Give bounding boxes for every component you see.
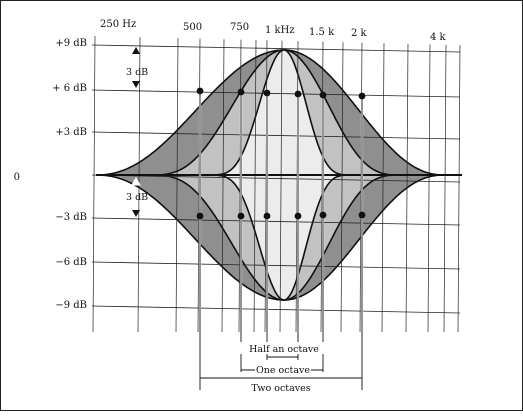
half-power-dot xyxy=(358,92,366,100)
gain-tick-zero: 0 xyxy=(14,172,20,183)
grid-hline xyxy=(91,261,461,270)
grid-hline xyxy=(91,174,461,183)
label-backdrop xyxy=(238,342,330,354)
cut-range-marker: 3 dB xyxy=(126,176,148,217)
freq-tick-1-5k: 1.5 k xyxy=(309,27,335,38)
grid-hline xyxy=(91,305,461,314)
freq-tick-500: 500 xyxy=(183,22,202,33)
cut-range-label: 3 dB xyxy=(126,192,148,203)
down-arrow-icon xyxy=(132,210,140,217)
grid-vline xyxy=(253,40,257,333)
grid-hline xyxy=(91,44,461,53)
two-octave-bracket: Two octaves xyxy=(200,377,362,394)
label-backdrop xyxy=(245,381,317,393)
freq-tick-2k: 2 k xyxy=(351,28,368,39)
up-arrow-icon xyxy=(131,176,141,186)
freq-tick-750: 750 xyxy=(230,22,249,33)
half-power-dot xyxy=(319,91,327,99)
grid-vline xyxy=(340,42,344,333)
grid-vline xyxy=(175,38,179,333)
grid-hline xyxy=(91,89,461,98)
boost-range-marker: 3 dB xyxy=(126,47,148,88)
half-power-dot xyxy=(358,211,366,219)
grid-vline xyxy=(443,44,447,333)
half-power-dot xyxy=(319,211,327,219)
bandwidth-drop-lines xyxy=(198,91,364,390)
gain-tick-plus-3: +3 dB xyxy=(55,127,87,138)
gain-tick-minus-3: −3 dB xyxy=(55,212,87,223)
two-octave-label: Two octaves xyxy=(251,383,310,394)
half-power-dot xyxy=(237,212,245,220)
gain-tick-minus-9: −9 dB xyxy=(55,300,87,311)
grid-vline xyxy=(279,40,283,333)
up-arrow-icon xyxy=(132,47,140,54)
gain-tick-plus-9: +9 dB xyxy=(55,38,87,49)
grid-vline xyxy=(92,35,96,333)
half-power-dot xyxy=(263,89,271,97)
grid-hline xyxy=(91,131,461,140)
half-power-dot xyxy=(196,87,204,95)
grid-vline xyxy=(381,43,385,333)
label-backdrop xyxy=(255,363,311,375)
grid-hline xyxy=(91,217,461,226)
half-octave-label: Half an octave xyxy=(249,344,319,355)
freq-tick-4k: 4 k xyxy=(430,32,447,43)
half-power-points xyxy=(196,87,366,220)
gain-tick-minus-6: −6 dB xyxy=(55,257,87,268)
grid-vline xyxy=(427,44,431,333)
one-octave-label: One octave xyxy=(256,365,310,376)
half-power-dot xyxy=(294,212,302,220)
half-octave-bracket: Half an octave xyxy=(238,342,330,358)
half-power-dot xyxy=(237,88,245,96)
half-power-dot xyxy=(294,90,302,98)
one-octave-bracket: One octave xyxy=(241,363,323,376)
grid-vline xyxy=(405,43,409,333)
grid-vline xyxy=(457,45,461,333)
gain-tick-plus-6: + 6 dB xyxy=(52,83,87,94)
grid-vline xyxy=(221,39,225,333)
freq-tick-250hz: 250 Hz xyxy=(100,19,136,30)
boost-range-label: 3 dB xyxy=(126,67,148,78)
freq-tick-1khz: 1 kHz xyxy=(265,25,295,36)
half-power-dot xyxy=(263,212,271,220)
half-power-dot xyxy=(196,212,204,220)
down-arrow-icon xyxy=(132,81,140,88)
